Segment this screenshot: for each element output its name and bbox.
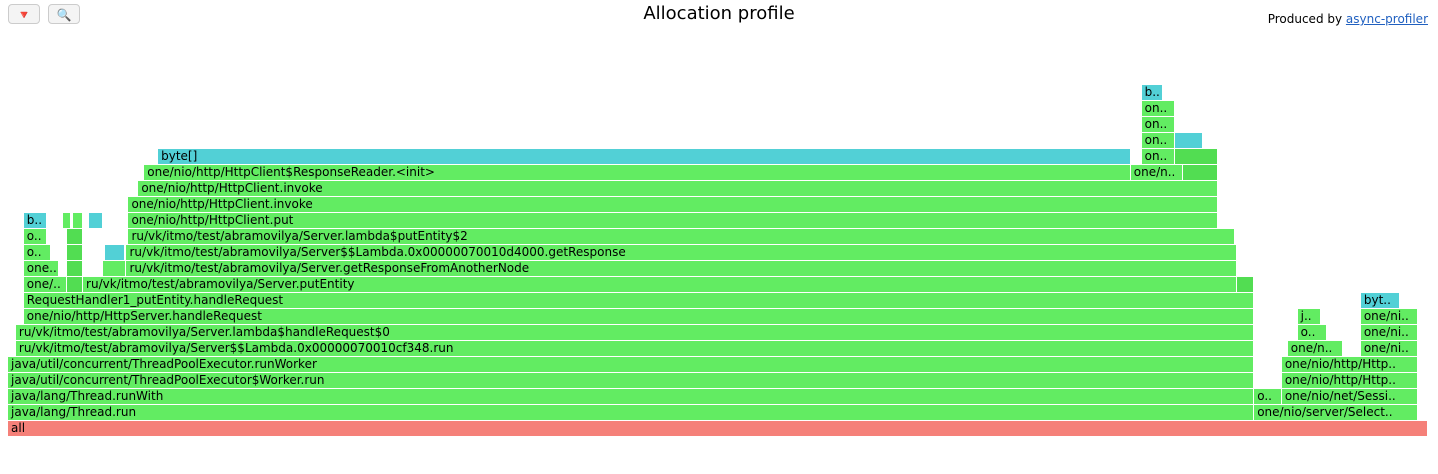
- frame-allocation[interactable]: [1175, 133, 1203, 148]
- frame[interactable]: one..: [23, 261, 60, 276]
- frame[interactable]: o..: [1254, 389, 1282, 404]
- frame[interactable]: one/nio/http/HttpClient$ResponseReader.<…: [144, 165, 1131, 180]
- frame[interactable]: ru/vk/itmo/test/abramovilya/Server$$Lamb…: [15, 341, 1255, 356]
- frame[interactable]: [1175, 149, 1218, 164]
- frame[interactable]: one/ni..: [1360, 309, 1419, 324]
- search-button[interactable]: 🔍: [48, 4, 80, 24]
- frame[interactable]: one/nio/http/HttpServer.handleRequest: [23, 309, 1255, 324]
- frame[interactable]: [67, 261, 84, 276]
- frame[interactable]: [67, 229, 84, 244]
- frame[interactable]: one/ni..: [1360, 341, 1419, 356]
- page-title: Allocation profile: [643, 3, 795, 24]
- frame-allocation[interactable]: byte[]: [158, 149, 1131, 164]
- frame[interactable]: o..: [23, 229, 48, 244]
- async-profiler-link[interactable]: async-profiler: [1345, 12, 1428, 26]
- reverse-icon: 🔻: [16, 8, 32, 22]
- frame[interactable]: one/n..: [1287, 341, 1344, 356]
- frame[interactable]: java/util/concurrent/ThreadPoolExecutor.…: [8, 357, 1255, 372]
- frame[interactable]: one/nio/http/Http..: [1281, 373, 1419, 388]
- frame[interactable]: [102, 261, 127, 276]
- search-icon: 🔍: [56, 8, 72, 22]
- frame[interactable]: one/nio/server/Select..: [1254, 405, 1419, 420]
- frame[interactable]: [1237, 277, 1255, 292]
- frame-root[interactable]: all: [8, 421, 1428, 436]
- frame[interactable]: [67, 277, 84, 292]
- frame[interactable]: RequestHandler1_putEntity.handleRequest: [23, 293, 1255, 308]
- frame[interactable]: ru/vk/itmo/test/abramovilya/Server.lambd…: [15, 325, 1255, 340]
- frame[interactable]: java/util/concurrent/ThreadPoolExecutor$…: [8, 373, 1255, 388]
- frame[interactable]: ru/vk/itmo/test/abramovilya/Server.getRe…: [126, 261, 1238, 276]
- frame[interactable]: one/nio/http/Http..: [1281, 357, 1419, 372]
- frame[interactable]: on..: [1141, 117, 1176, 132]
- frame[interactable]: one/nio/http/HttpClient.invoke: [128, 197, 1218, 212]
- frame[interactable]: one/nio/net/Sessi..: [1281, 389, 1419, 404]
- reverse-button[interactable]: 🔻: [8, 4, 40, 24]
- frame[interactable]: java/lang/Thread.run: [8, 405, 1255, 420]
- produced-by-label: Produced by: [1267, 12, 1346, 26]
- frame-allocation[interactable]: b..: [1141, 85, 1164, 100]
- frame[interactable]: o..: [1297, 325, 1328, 340]
- frame[interactable]: on..: [1141, 101, 1176, 116]
- frame[interactable]: on..: [1141, 133, 1176, 148]
- frame[interactable]: on..: [1141, 149, 1176, 164]
- frame-allocation[interactable]: [104, 245, 125, 260]
- frame[interactable]: ru/vk/itmo/test/abramovilya/Server.putEn…: [83, 277, 1238, 292]
- frame[interactable]: [63, 213, 72, 228]
- frame-allocation[interactable]: [88, 213, 103, 228]
- frame[interactable]: java/lang/Thread.runWith: [8, 389, 1255, 404]
- frame[interactable]: ru/vk/itmo/test/abramovilya/Server.lambd…: [128, 229, 1236, 244]
- frame-allocation[interactable]: b..: [23, 213, 48, 228]
- frame[interactable]: one/nio/http/HttpClient.invoke: [138, 181, 1218, 196]
- frame[interactable]: j..: [1297, 309, 1322, 324]
- frame[interactable]: one/ni..: [1360, 325, 1419, 340]
- frame[interactable]: one/n..: [1130, 165, 1184, 180]
- frame[interactable]: [1183, 165, 1218, 180]
- frame[interactable]: ru/vk/itmo/test/abramovilya/Server$$Lamb…: [126, 245, 1238, 260]
- frame[interactable]: [73, 213, 84, 228]
- frame[interactable]: one/nio/http/HttpClient.put: [128, 213, 1218, 228]
- frame[interactable]: [67, 245, 84, 260]
- frame[interactable]: o..: [23, 245, 52, 260]
- frame-allocation[interactable]: byt..: [1360, 293, 1401, 308]
- produced-by: Produced by async-profiler: [1268, 12, 1428, 26]
- frame[interactable]: one/..: [23, 277, 68, 292]
